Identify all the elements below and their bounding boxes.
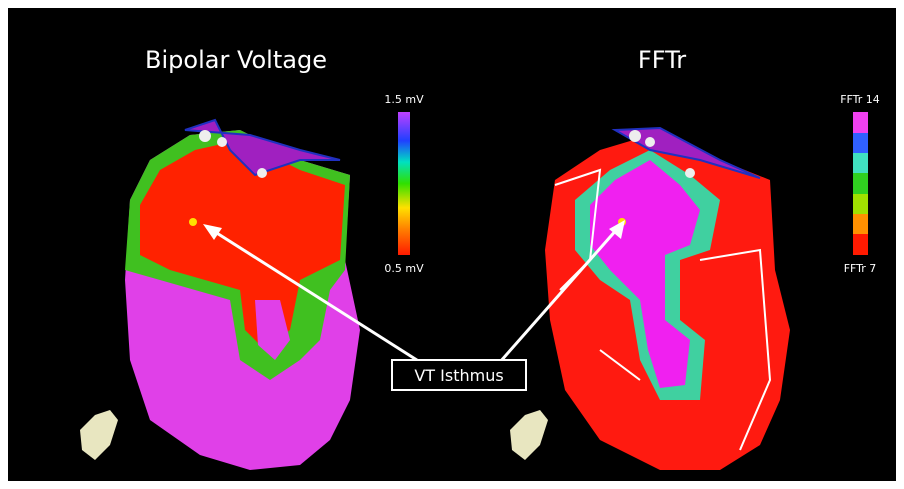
scale-label: 0.5 mV [384,262,424,275]
colorbar [398,112,410,255]
panel-title: Bipolar Voltage [145,46,327,74]
panel-title: FFTr [638,46,686,74]
orientation-icon [510,410,548,460]
orientation-icon [80,410,118,460]
arrow [203,220,625,364]
annotation: VT Isthmus [414,366,503,385]
scale-label: FFTr 7 [844,262,877,275]
voltage-map [125,118,360,470]
fftr-map [545,126,790,470]
scale-label: 1.5 mV [384,93,424,106]
colorbar [853,112,868,255]
annotation-box [391,359,527,391]
scale-label: FFTr 14 [840,93,880,106]
